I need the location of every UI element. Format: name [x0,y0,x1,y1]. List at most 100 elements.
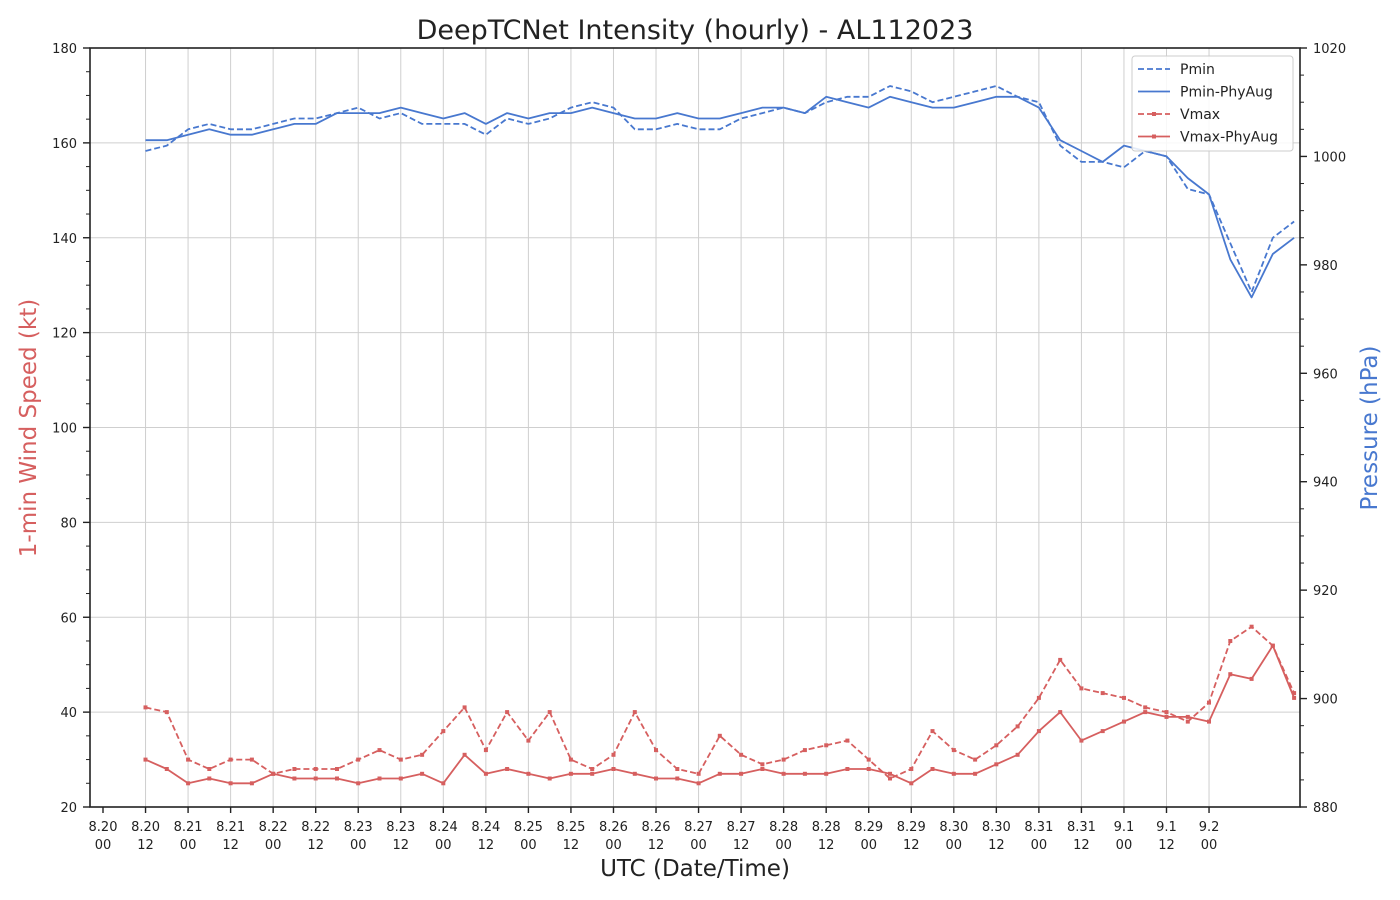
x-tick-label-date: 8.25 [556,820,585,835]
x-tick-label-date: 9.1 [1156,820,1177,835]
point-vmax-phyaug [1100,729,1105,734]
x-tick-label-hour: 12 [988,838,1005,853]
point-vmax [675,767,680,771]
y-tick-label-right: 940 [1313,476,1338,491]
point-vmax [1036,695,1041,700]
y-tick-label-left: 20 [60,801,77,816]
legend-label-vmax-phyaug: Vmax-PhyAug [1180,130,1278,146]
point-vmax [1122,695,1126,700]
left-axis: 20 40 60 80 100 120 140 160 180 [52,42,90,816]
x-tick-label-hour: 00 [350,838,367,853]
point-vmax [611,752,616,757]
point-vmax [1058,657,1063,662]
point-vmax-phyaug [292,776,297,781]
point-vmax-phyaug [781,771,786,776]
grid [90,47,1300,808]
point-vmax-phyaug [441,781,446,786]
point-vmax-phyaug [994,762,999,767]
x-tick-label-date: 8.24 [429,820,458,835]
x-tick-label-hour: 00 [435,838,452,853]
x-tick-label-hour: 12 [478,838,495,853]
point-vmax [292,767,297,771]
point-vmax-phyaug [717,771,722,776]
x-tick-label-hour: 00 [1201,838,1218,853]
point-vmax-phyaug [1228,672,1233,677]
point-vmax-phyaug [632,771,637,776]
series-line-pmin-phyaug [145,95,1295,299]
x-tick-label-date: 8.20 [89,820,118,835]
point-vmax-phyaug [356,781,361,786]
point-vmax [1185,719,1190,724]
point-vmax [505,710,510,715]
x-tick-label-hour: 00 [180,838,197,853]
point-vmax [462,705,467,710]
point-vmax-phyaug [186,781,191,786]
right-axis: 880 900 920 940 960 980 1000 1020 [1300,42,1346,816]
y-tick-label-left: 140 [52,232,77,247]
point-vmax-phyaug [951,771,956,776]
point-vmax-phyaug [1015,752,1020,757]
y-tick-label-right: 1020 [1313,42,1346,57]
point-vmax-phyaug [845,767,850,771]
point-vmax [1292,691,1297,696]
point-vmax [590,767,595,771]
left-axis-label: 1-min Wind Speed (kt) [16,299,42,557]
point-vmax-phyaug [1122,719,1126,724]
x-tick-label-date: 8.22 [301,820,330,835]
x-tick-label-hour: 12 [222,838,239,853]
point-vmax [824,743,829,748]
x-tick-label-hour: 00 [690,838,707,853]
point-vmax-phyaug [228,781,233,786]
point-vmax-phyaug [866,767,871,771]
x-tick-label-date: 8.30 [939,820,968,835]
point-vmax [1143,705,1148,710]
x-tick-label-hour: 12 [648,838,665,853]
y-tick-label-right: 1000 [1313,150,1346,165]
x-tick-label-date: 8.23 [386,820,415,835]
point-vmax-phyaug [207,776,212,781]
point-vmax [909,767,914,771]
point-vmax [1164,710,1169,715]
point-vmax-phyaug [654,776,658,781]
point-vmax-phyaug [1079,738,1084,743]
point-vmax-phyaug [888,771,892,776]
point-vmax [1100,691,1105,696]
x-tick-label-date: 8.29 [897,820,926,835]
x-tick-label-date: 8.27 [727,820,756,835]
point-vmax [186,757,191,762]
x-tick-label-hour: 12 [1073,838,1090,853]
x-tick-label-date: 8.29 [854,820,883,835]
point-vmax [313,767,318,771]
point-vmax [441,729,446,734]
legend-marker-vmax-phyaug [1152,134,1156,139]
x-tick-label-date: 8.30 [982,820,1011,835]
point-vmax [377,748,382,753]
point-vmax-phyaug [526,771,531,776]
y-tick-label-right: 980 [1313,259,1338,274]
point-vmax-phyaug [973,771,978,776]
x-tick-label-date: 8.28 [769,820,798,835]
series-line-vmax [145,625,1295,780]
point-vmax [781,757,786,762]
x-tick-label-date: 8.31 [1067,820,1096,835]
point-vmax-phyaug [1058,710,1063,715]
point-vmax [526,738,531,743]
chart-title: DeepTCNet Intensity (hourly) - AL112023 [417,15,974,46]
x-tick-label-date: 8.21 [174,820,203,835]
x-tick-label-hour: 00 [946,838,963,853]
x-tick-label-date: 8.26 [642,820,671,835]
x-tick-label-hour: 00 [520,838,537,853]
x-tick-label-hour: 12 [818,838,835,853]
series-layer [143,85,1297,786]
point-vmax-phyaug [313,776,318,781]
point-vmax [164,710,169,715]
point-vmax [1079,686,1084,691]
point-vmax-phyaug [143,757,148,762]
point-vmax-phyaug [271,771,276,776]
x-tick-label-hour: 00 [605,838,622,853]
point-vmax [1015,724,1020,729]
point-vmax [547,710,552,715]
y-tick-label-left: 160 [52,137,77,152]
point-vmax-phyaug [164,767,169,771]
y-tick-label-left: 60 [60,611,77,626]
